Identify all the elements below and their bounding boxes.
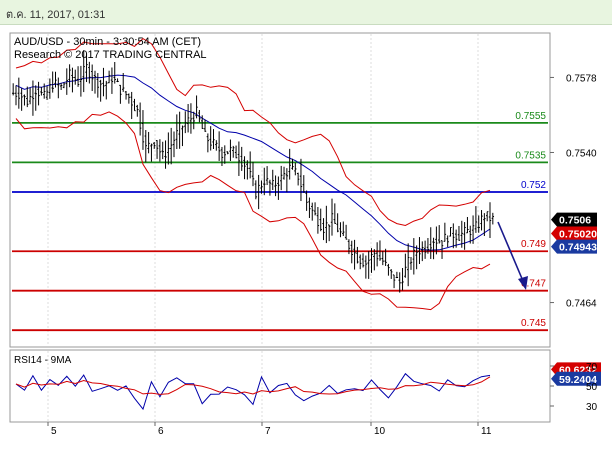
current-price-tag-bg [551, 212, 597, 227]
pivot-line-label: 0.752 [521, 180, 546, 191]
support-line-label: 0.745 [521, 318, 546, 329]
x-day-label: 10 [374, 426, 386, 437]
price-axis-label: 0.7578 [566, 73, 597, 84]
rsi-line [15, 372, 491, 411]
rsi-axis-label: 50 [586, 382, 598, 393]
rsi-axis-label: 70 [586, 362, 598, 373]
x-day-label: 7 [265, 426, 271, 437]
forecast-arrow [497, 221, 528, 290]
chart-title: AUD/USD - 30min - 3:30:54 AM (CET) [14, 36, 201, 48]
rsi-panel [9, 349, 551, 423]
price-axis-label: 0.7540 [566, 148, 597, 159]
support-line-label: 0.747 [521, 279, 546, 290]
support-line-label: 0.749 [521, 239, 546, 250]
main-panel [9, 32, 551, 348]
date-text: ต.ค. 11, 2017, 01:31 [6, 9, 106, 21]
rsi-title: RSI14 - 9MA [14, 355, 72, 366]
x-day-label: 11 [481, 426, 492, 437]
x-day-label: 6 [158, 426, 164, 437]
bb-value-tag: 0.75020 [559, 228, 597, 240]
rsi-ma-value-tag-bg [551, 371, 601, 386]
current-price-tag: 0.7506 [559, 215, 591, 227]
rsi-ma-line [15, 376, 491, 395]
date-bar: ต.ค. 11, 2017, 01:31 [0, 0, 612, 25]
ma-value-tag-bg [551, 239, 597, 254]
price-axis-label: 0.7464 [566, 299, 597, 310]
bollinger-upper-band [15, 37, 491, 227]
rsi-ma-value-tag: 59.2404 [559, 374, 597, 386]
chart-copyright: Research © 2017 TRADING CENTRAL [14, 49, 207, 61]
bb-value-tag-bg [551, 226, 597, 241]
x-day-label: 5 [51, 426, 57, 437]
resistance-line-label: 0.7535 [515, 150, 546, 161]
resistance-line-label: 0.7555 [515, 111, 546, 122]
bollinger-lower-band [15, 111, 491, 311]
rsi-axis-label: 30 [586, 402, 598, 413]
ma-value-tag: 0.74943 [559, 242, 597, 254]
